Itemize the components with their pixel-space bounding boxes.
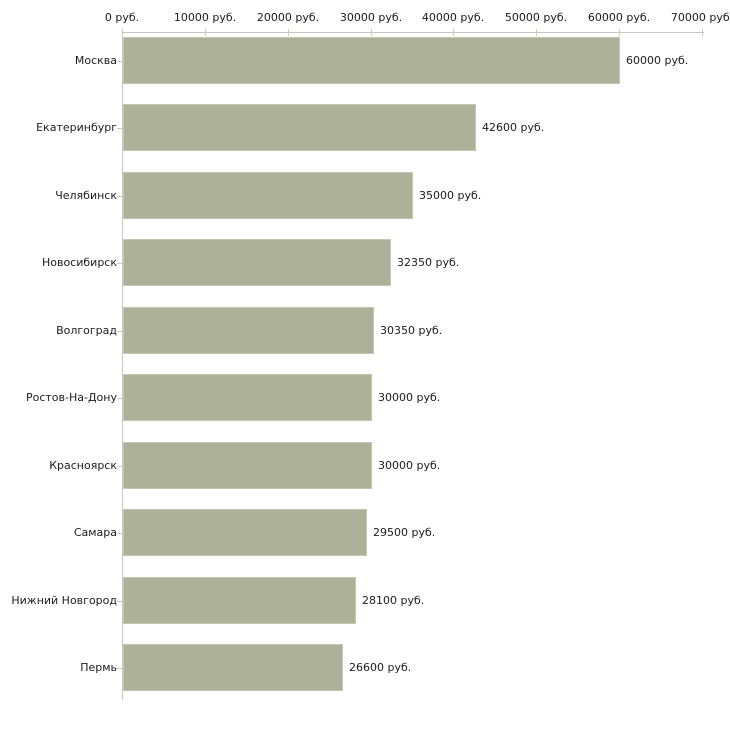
category-label: Красноярск	[49, 458, 117, 472]
category-label: Нижний Новгород	[11, 593, 117, 607]
value-label: 30000 руб.	[378, 458, 441, 472]
category-tick	[117, 331, 122, 332]
category-label: Новосибирск	[41, 255, 117, 269]
x-axis-tick-label: 70000 руб.	[670, 11, 730, 24]
value-label: 26600 руб.	[349, 660, 412, 674]
category-tick	[117, 601, 122, 602]
bar	[123, 509, 367, 556]
value-label: 30000 руб.	[378, 390, 441, 404]
x-axis-tick	[371, 29, 372, 36]
bar	[123, 172, 413, 219]
category-tick	[117, 196, 122, 197]
x-axis-tick	[536, 29, 537, 36]
x-axis-tick	[702, 29, 703, 36]
bar	[123, 307, 374, 354]
x-axis-tick	[122, 29, 123, 36]
category-label: Пермь	[80, 660, 117, 674]
category-label: Самара	[73, 525, 117, 539]
x-axis-line	[122, 32, 704, 33]
bar	[123, 442, 372, 489]
category-label: Москва	[74, 53, 117, 67]
bar	[123, 577, 356, 624]
value-label: 28100 руб.	[362, 593, 425, 607]
value-label: 35000 руб.	[419, 188, 482, 202]
x-axis-tick	[205, 29, 206, 36]
value-label: 30350 руб.	[380, 323, 443, 337]
bar	[123, 239, 391, 286]
category-tick	[117, 398, 122, 399]
x-axis-tick-label: 50000 руб.	[504, 11, 568, 24]
x-axis-tick-label: 20000 руб.	[256, 11, 320, 24]
value-label: 42600 руб.	[482, 120, 545, 134]
category-tick	[117, 61, 122, 62]
category-tick	[117, 466, 122, 467]
value-label: 29500 руб.	[373, 525, 436, 539]
x-axis-tick-label: 10000 руб.	[173, 11, 237, 24]
x-axis-tick	[288, 29, 289, 36]
category-label: Волгоград	[56, 323, 117, 337]
category-tick	[117, 128, 122, 129]
value-label: 32350 руб.	[397, 255, 460, 269]
bar	[123, 374, 372, 421]
category-label: Ростов-На-Дону	[25, 390, 117, 404]
category-label: Челябинск	[55, 188, 117, 202]
y-axis-line	[122, 32, 123, 700]
category-tick	[117, 668, 122, 669]
bar	[123, 104, 476, 151]
x-axis-tick	[619, 29, 620, 36]
category-label: Екатеринбург	[36, 120, 117, 134]
x-axis-tick-label: 0 руб.	[104, 11, 140, 24]
bar	[123, 37, 620, 84]
x-axis-tick	[453, 29, 454, 36]
value-label: 60000 руб.	[626, 53, 689, 67]
x-axis-tick-label: 60000 руб.	[587, 11, 651, 24]
x-axis-tick-label: 30000 руб.	[339, 11, 403, 24]
category-tick	[117, 533, 122, 534]
x-axis-tick-label: 40000 руб.	[421, 11, 485, 24]
category-tick	[117, 263, 122, 264]
bar	[123, 644, 343, 691]
